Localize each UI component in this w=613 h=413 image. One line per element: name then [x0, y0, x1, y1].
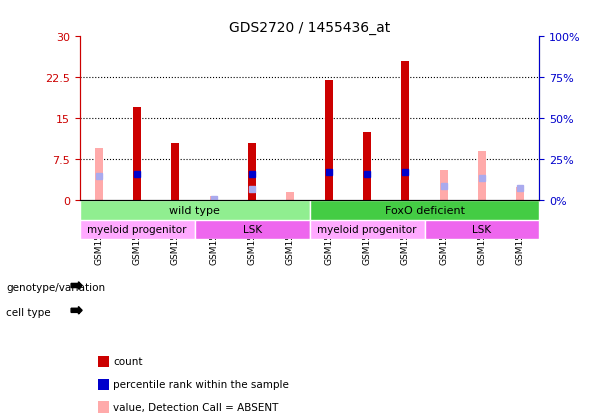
Text: myeloid progenitor: myeloid progenitor: [88, 225, 187, 235]
Text: FoxO deficient: FoxO deficient: [384, 205, 465, 216]
Text: LSK: LSK: [243, 225, 262, 235]
Text: wild type: wild type: [169, 205, 220, 216]
FancyBboxPatch shape: [424, 220, 539, 240]
Bar: [172, 143, 180, 201]
Text: percentile rank within the sample: percentile rank within the sample: [113, 379, 289, 389]
Bar: [363, 133, 371, 201]
Bar: [325, 81, 333, 201]
Bar: [440, 171, 447, 201]
FancyBboxPatch shape: [80, 201, 310, 220]
Text: LSK: LSK: [473, 225, 492, 235]
Bar: [286, 192, 294, 201]
Bar: [516, 187, 524, 201]
Text: cell type: cell type: [6, 307, 51, 317]
Bar: [95, 149, 103, 201]
FancyBboxPatch shape: [310, 201, 539, 220]
Bar: [133, 108, 141, 201]
Bar: [402, 62, 409, 201]
Bar: [248, 143, 256, 201]
Text: genotype/variation: genotype/variation: [6, 282, 105, 292]
Text: value, Detection Call = ABSENT: value, Detection Call = ABSENT: [113, 402, 279, 412]
Title: GDS2720 / 1455436_at: GDS2720 / 1455436_at: [229, 21, 390, 35]
FancyBboxPatch shape: [80, 220, 195, 240]
Text: count: count: [113, 356, 143, 366]
FancyBboxPatch shape: [310, 220, 424, 240]
FancyBboxPatch shape: [195, 220, 310, 240]
Text: myeloid progenitor: myeloid progenitor: [318, 225, 417, 235]
Bar: [210, 197, 218, 201]
Bar: [478, 152, 486, 201]
